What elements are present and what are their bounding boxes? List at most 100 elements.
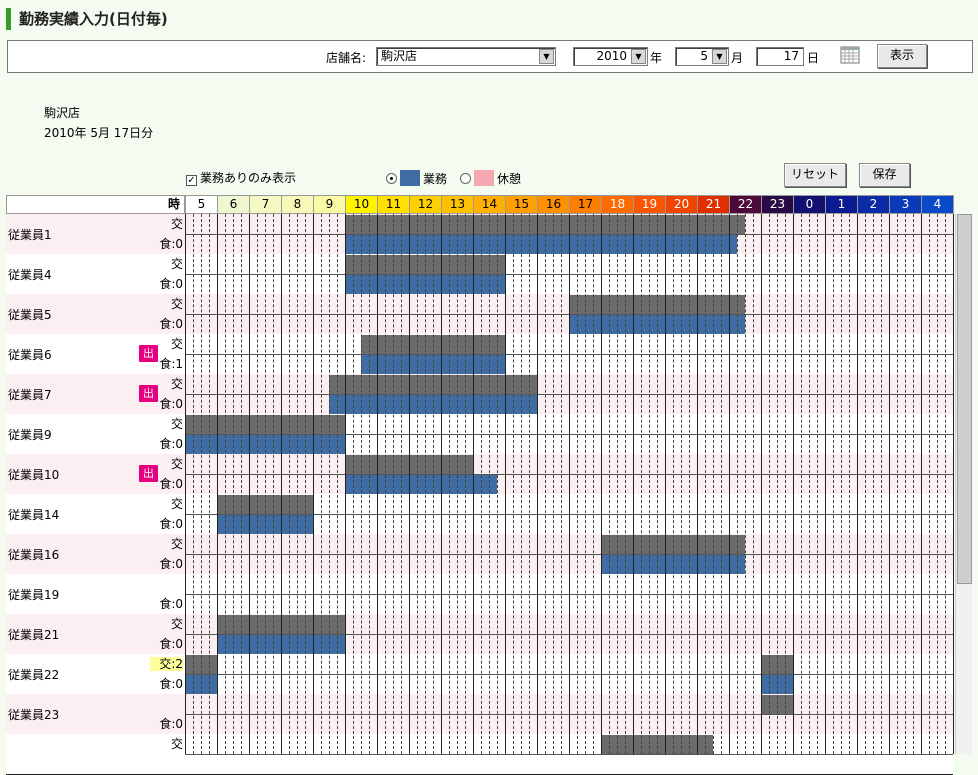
employee-name: 従業員21	[8, 628, 60, 642]
quarter-gridline	[945, 214, 946, 754]
hour-gridline	[537, 214, 538, 754]
transport-label[interactable]: 交	[170, 217, 183, 231]
meal-label[interactable]: 食:0	[159, 477, 183, 491]
employee-name: 従業員22	[8, 668, 60, 682]
day-input[interactable]: 17	[756, 47, 804, 66]
meal-label[interactable]: 食:0	[159, 397, 183, 411]
hour-gridline	[377, 214, 378, 754]
hour-gridline	[697, 214, 698, 754]
quarter-gridline	[713, 214, 714, 754]
hour-header-21: 21	[697, 195, 730, 214]
transport-label[interactable]: 交	[170, 337, 183, 351]
attendance-badge[interactable]: 出	[139, 385, 158, 402]
radio-selected-icon[interactable]	[386, 173, 397, 184]
only-with-work-option[interactable]: ✓ 業務ありのみ表示	[186, 170, 296, 186]
work-block-lower[interactable]	[345, 475, 497, 494]
transport-label[interactable]: 交	[170, 497, 183, 511]
chevron-down-icon[interactable]: ▼	[712, 49, 727, 64]
radio-unselected-icon[interactable]	[460, 173, 471, 184]
transport-label[interactable]: 交	[170, 537, 183, 551]
hour-gridline	[249, 214, 250, 754]
quarter-gridline	[801, 214, 802, 754]
meal-label[interactable]: 食:0	[159, 317, 183, 331]
meal-label[interactable]: 食:1	[159, 357, 183, 371]
scrollbar[interactable]	[955, 214, 972, 754]
break-color-swatch	[474, 170, 494, 186]
quarter-gridline	[545, 214, 546, 754]
hour-gridline	[633, 214, 634, 754]
employee-name: 従業員7	[8, 388, 52, 402]
attendance-badge[interactable]: 出	[139, 345, 158, 362]
meal-label[interactable]: 食:0	[159, 677, 183, 691]
month-select[interactable]: 5 ▼	[675, 47, 729, 66]
meal-label[interactable]: 食:0	[159, 237, 183, 251]
hour-header-13: 13	[441, 195, 474, 214]
transport-label[interactable]: 交	[170, 377, 183, 391]
quarter-gridline	[849, 214, 850, 754]
quarter-gridline	[497, 214, 498, 754]
transport-label[interactable]: 交	[170, 617, 183, 631]
calendar-icon[interactable]	[840, 46, 860, 64]
hour-gridline	[889, 214, 890, 754]
quarter-gridline	[305, 214, 306, 754]
checkbox-checked-icon[interactable]: ✓	[186, 175, 197, 186]
meal-label[interactable]: 食:0	[159, 717, 183, 731]
month-unit: 月	[731, 51, 744, 65]
meal-label[interactable]: 食:0	[159, 637, 183, 651]
hour-header-17: 17	[569, 195, 602, 214]
save-button[interactable]: 保存	[859, 163, 910, 187]
meal-label[interactable]: 食:0	[159, 277, 183, 291]
scroll-thumb[interactable]	[957, 214, 972, 584]
hour-header-3: 3	[889, 195, 922, 214]
meal-label[interactable]: 食:0	[159, 437, 183, 451]
quarter-gridline	[689, 214, 690, 754]
chevron-down-icon[interactable]: ▼	[631, 49, 646, 64]
legend-work-label: 業務	[423, 172, 448, 186]
employee-name: 従業員14	[8, 508, 60, 522]
reset-button[interactable]: リセット	[784, 163, 846, 187]
hour-header-2: 2	[857, 195, 890, 214]
show-button[interactable]: 表示	[877, 44, 927, 68]
hour-gridline	[281, 214, 282, 754]
quarter-gridline	[265, 214, 266, 754]
quarter-gridline	[361, 214, 362, 754]
transport-label[interactable]: 交	[170, 297, 183, 311]
hour-gridline	[921, 214, 922, 754]
transport-label[interactable]: 交	[170, 257, 183, 271]
quarter-gridline	[681, 214, 682, 754]
chevron-down-icon[interactable]: ▼	[539, 49, 554, 64]
transport-label[interactable]: 交:2	[150, 657, 183, 671]
work-block-lower[interactable]	[345, 235, 737, 254]
meal-label[interactable]: 食:0	[159, 557, 183, 571]
year-select[interactable]: 2010 ▼	[573, 47, 648, 66]
quarter-gridline	[745, 214, 746, 754]
quarter-gridline	[897, 214, 898, 754]
quarter-gridline	[721, 214, 722, 754]
hour-header-corner: 時	[6, 195, 185, 214]
transport-label[interactable]: 交	[170, 457, 183, 471]
quarter-gridline	[233, 214, 234, 754]
transport-label[interactable]: 交	[170, 737, 183, 751]
quarter-gridline	[785, 214, 786, 754]
transport-label[interactable]: 交	[170, 417, 183, 431]
quarter-gridline	[913, 214, 914, 754]
employee-name: 従業員4	[8, 268, 52, 282]
meal-label[interactable]: 食:0	[159, 597, 183, 611]
attendance-badge[interactable]: 出	[139, 465, 158, 482]
work-mode-option[interactable]: 業務	[386, 170, 447, 187]
quarter-gridline	[385, 214, 386, 754]
quarter-gridline	[881, 214, 882, 754]
employee-name: 従業員19	[8, 588, 60, 602]
quarter-gridline	[417, 214, 418, 754]
quarter-gridline	[865, 214, 866, 754]
store-select[interactable]: 駒沢店 ▼	[376, 47, 556, 66]
quarter-gridline	[321, 214, 322, 754]
employee-name: 従業員9	[8, 428, 52, 442]
hour-header-18: 18	[601, 195, 634, 214]
break-mode-option[interactable]: 休憩	[460, 170, 521, 187]
hour-gridline	[665, 214, 666, 754]
hour-gridline	[217, 214, 218, 754]
meal-label[interactable]: 食:0	[159, 517, 183, 531]
quarter-gridline	[649, 214, 650, 754]
quarter-gridline	[929, 214, 930, 754]
